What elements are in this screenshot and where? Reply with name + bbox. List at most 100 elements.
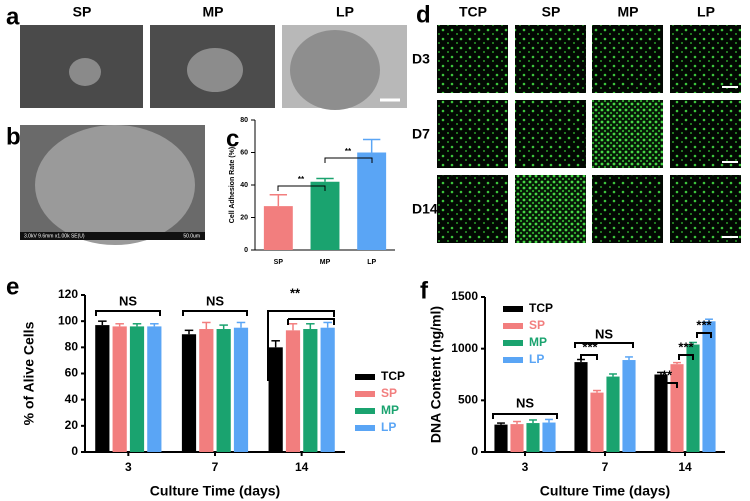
bracket bbox=[580, 354, 598, 360]
y-tick-label: 40 bbox=[240, 182, 248, 189]
y-tick-label: 500 bbox=[458, 393, 478, 407]
legend-label: SP bbox=[529, 318, 545, 332]
fluorescence-image bbox=[515, 175, 586, 243]
bar bbox=[542, 422, 556, 452]
column-label: SP bbox=[542, 4, 561, 20]
bar bbox=[233, 327, 249, 452]
annotation: NS bbox=[595, 326, 613, 341]
x-tick-label: LP bbox=[367, 259, 376, 266]
x-tick-label: 7 bbox=[212, 460, 219, 474]
bracket bbox=[182, 310, 248, 316]
fluorescence-image bbox=[592, 100, 663, 168]
bracket bbox=[678, 354, 694, 360]
bracket bbox=[277, 185, 326, 191]
legend-swatch bbox=[355, 425, 375, 431]
y-tick-label: 0 bbox=[71, 444, 78, 458]
sem-scale: 50.0um bbox=[183, 233, 200, 239]
legend-label: LP bbox=[529, 352, 544, 366]
bar bbox=[216, 329, 231, 452]
y-tick-label: 80 bbox=[240, 117, 248, 124]
caption-bar bbox=[20, 232, 205, 240]
bar bbox=[129, 326, 145, 452]
annotation: NS bbox=[119, 293, 137, 308]
bar bbox=[181, 334, 197, 452]
y-tick-label: 40 bbox=[65, 392, 79, 406]
fluorescence-image bbox=[437, 175, 508, 243]
bar bbox=[263, 206, 293, 250]
fluorescence-image bbox=[592, 175, 663, 243]
fluorescence-image bbox=[592, 25, 663, 93]
blob bbox=[69, 58, 101, 86]
bar bbox=[590, 392, 604, 452]
sem-caption: 3.0kV 9.6mm x1.00k SE(U) bbox=[24, 233, 85, 239]
y-axis-label: % of Alive Cells bbox=[21, 321, 37, 425]
fluorescence-image bbox=[670, 25, 741, 93]
x-tick-label: 7 bbox=[602, 460, 609, 474]
y-tick-label: 1000 bbox=[451, 341, 478, 355]
panel-label: a bbox=[6, 3, 20, 30]
legend-swatch bbox=[503, 306, 523, 312]
row-label: D7 bbox=[412, 126, 430, 142]
annotation: *** bbox=[696, 317, 712, 332]
x-axis-label: Culture Time (days) bbox=[150, 483, 280, 499]
bar bbox=[574, 362, 588, 452]
legend-label: MP bbox=[381, 403, 399, 417]
panel-label: d bbox=[416, 1, 431, 28]
bar bbox=[702, 321, 716, 452]
bar bbox=[95, 325, 110, 452]
annotation: ** bbox=[345, 147, 352, 156]
blob bbox=[187, 48, 243, 92]
y-axis-label: Cell Adhesion Rate (%) bbox=[229, 147, 236, 223]
image-label: SP bbox=[73, 4, 92, 20]
y-tick-label: 120 bbox=[58, 287, 78, 301]
legend-label: TCP bbox=[381, 369, 405, 383]
y-tick-label: 20 bbox=[240, 214, 248, 221]
column-label: MP bbox=[618, 4, 639, 20]
x-tick-label: 14 bbox=[678, 460, 692, 474]
bar bbox=[285, 330, 301, 452]
annotation: NS bbox=[206, 293, 224, 308]
legend-label: SP bbox=[381, 386, 397, 400]
legend-swatch bbox=[503, 323, 523, 329]
y-tick-label: 0 bbox=[471, 444, 478, 458]
bracket bbox=[324, 157, 373, 163]
bracket bbox=[660, 382, 678, 388]
bracket bbox=[267, 310, 335, 381]
x-tick-label: 14 bbox=[295, 460, 309, 474]
legend-label: TCP bbox=[529, 301, 553, 315]
bracket bbox=[696, 332, 712, 338]
legend-swatch bbox=[503, 357, 523, 363]
blob bbox=[290, 30, 380, 110]
y-tick-label: 60 bbox=[65, 366, 79, 380]
bar bbox=[147, 326, 162, 452]
bar bbox=[199, 329, 214, 452]
annotation: *** bbox=[582, 339, 598, 354]
bar bbox=[686, 344, 700, 452]
bar bbox=[357, 152, 387, 250]
annotation: ** bbox=[298, 175, 305, 184]
annotation: NS bbox=[516, 395, 534, 410]
bar bbox=[268, 347, 283, 452]
bar bbox=[320, 327, 335, 452]
y-tick-label: 60 bbox=[240, 149, 248, 156]
annotation: *** bbox=[678, 339, 694, 354]
x-tick-label: 3 bbox=[125, 460, 132, 474]
bar bbox=[494, 424, 508, 452]
y-tick-label: 100 bbox=[58, 313, 78, 327]
row-label: D14 bbox=[412, 201, 438, 217]
image-label: LP bbox=[336, 4, 354, 20]
y-tick-label: 20 bbox=[65, 418, 79, 432]
panel-label: e bbox=[6, 273, 19, 300]
row-label: D3 bbox=[412, 51, 430, 67]
fluorescence-image bbox=[437, 100, 508, 168]
image-label: MP bbox=[203, 4, 224, 20]
column-label: TCP bbox=[459, 4, 487, 20]
legend-swatch bbox=[355, 408, 375, 414]
legend-label: LP bbox=[381, 420, 396, 434]
panel-label: f bbox=[420, 277, 429, 304]
legend-label: MP bbox=[529, 335, 547, 349]
x-tick-label: 3 bbox=[522, 460, 529, 474]
y-tick-label: 80 bbox=[65, 340, 79, 354]
legend-swatch bbox=[355, 374, 375, 380]
